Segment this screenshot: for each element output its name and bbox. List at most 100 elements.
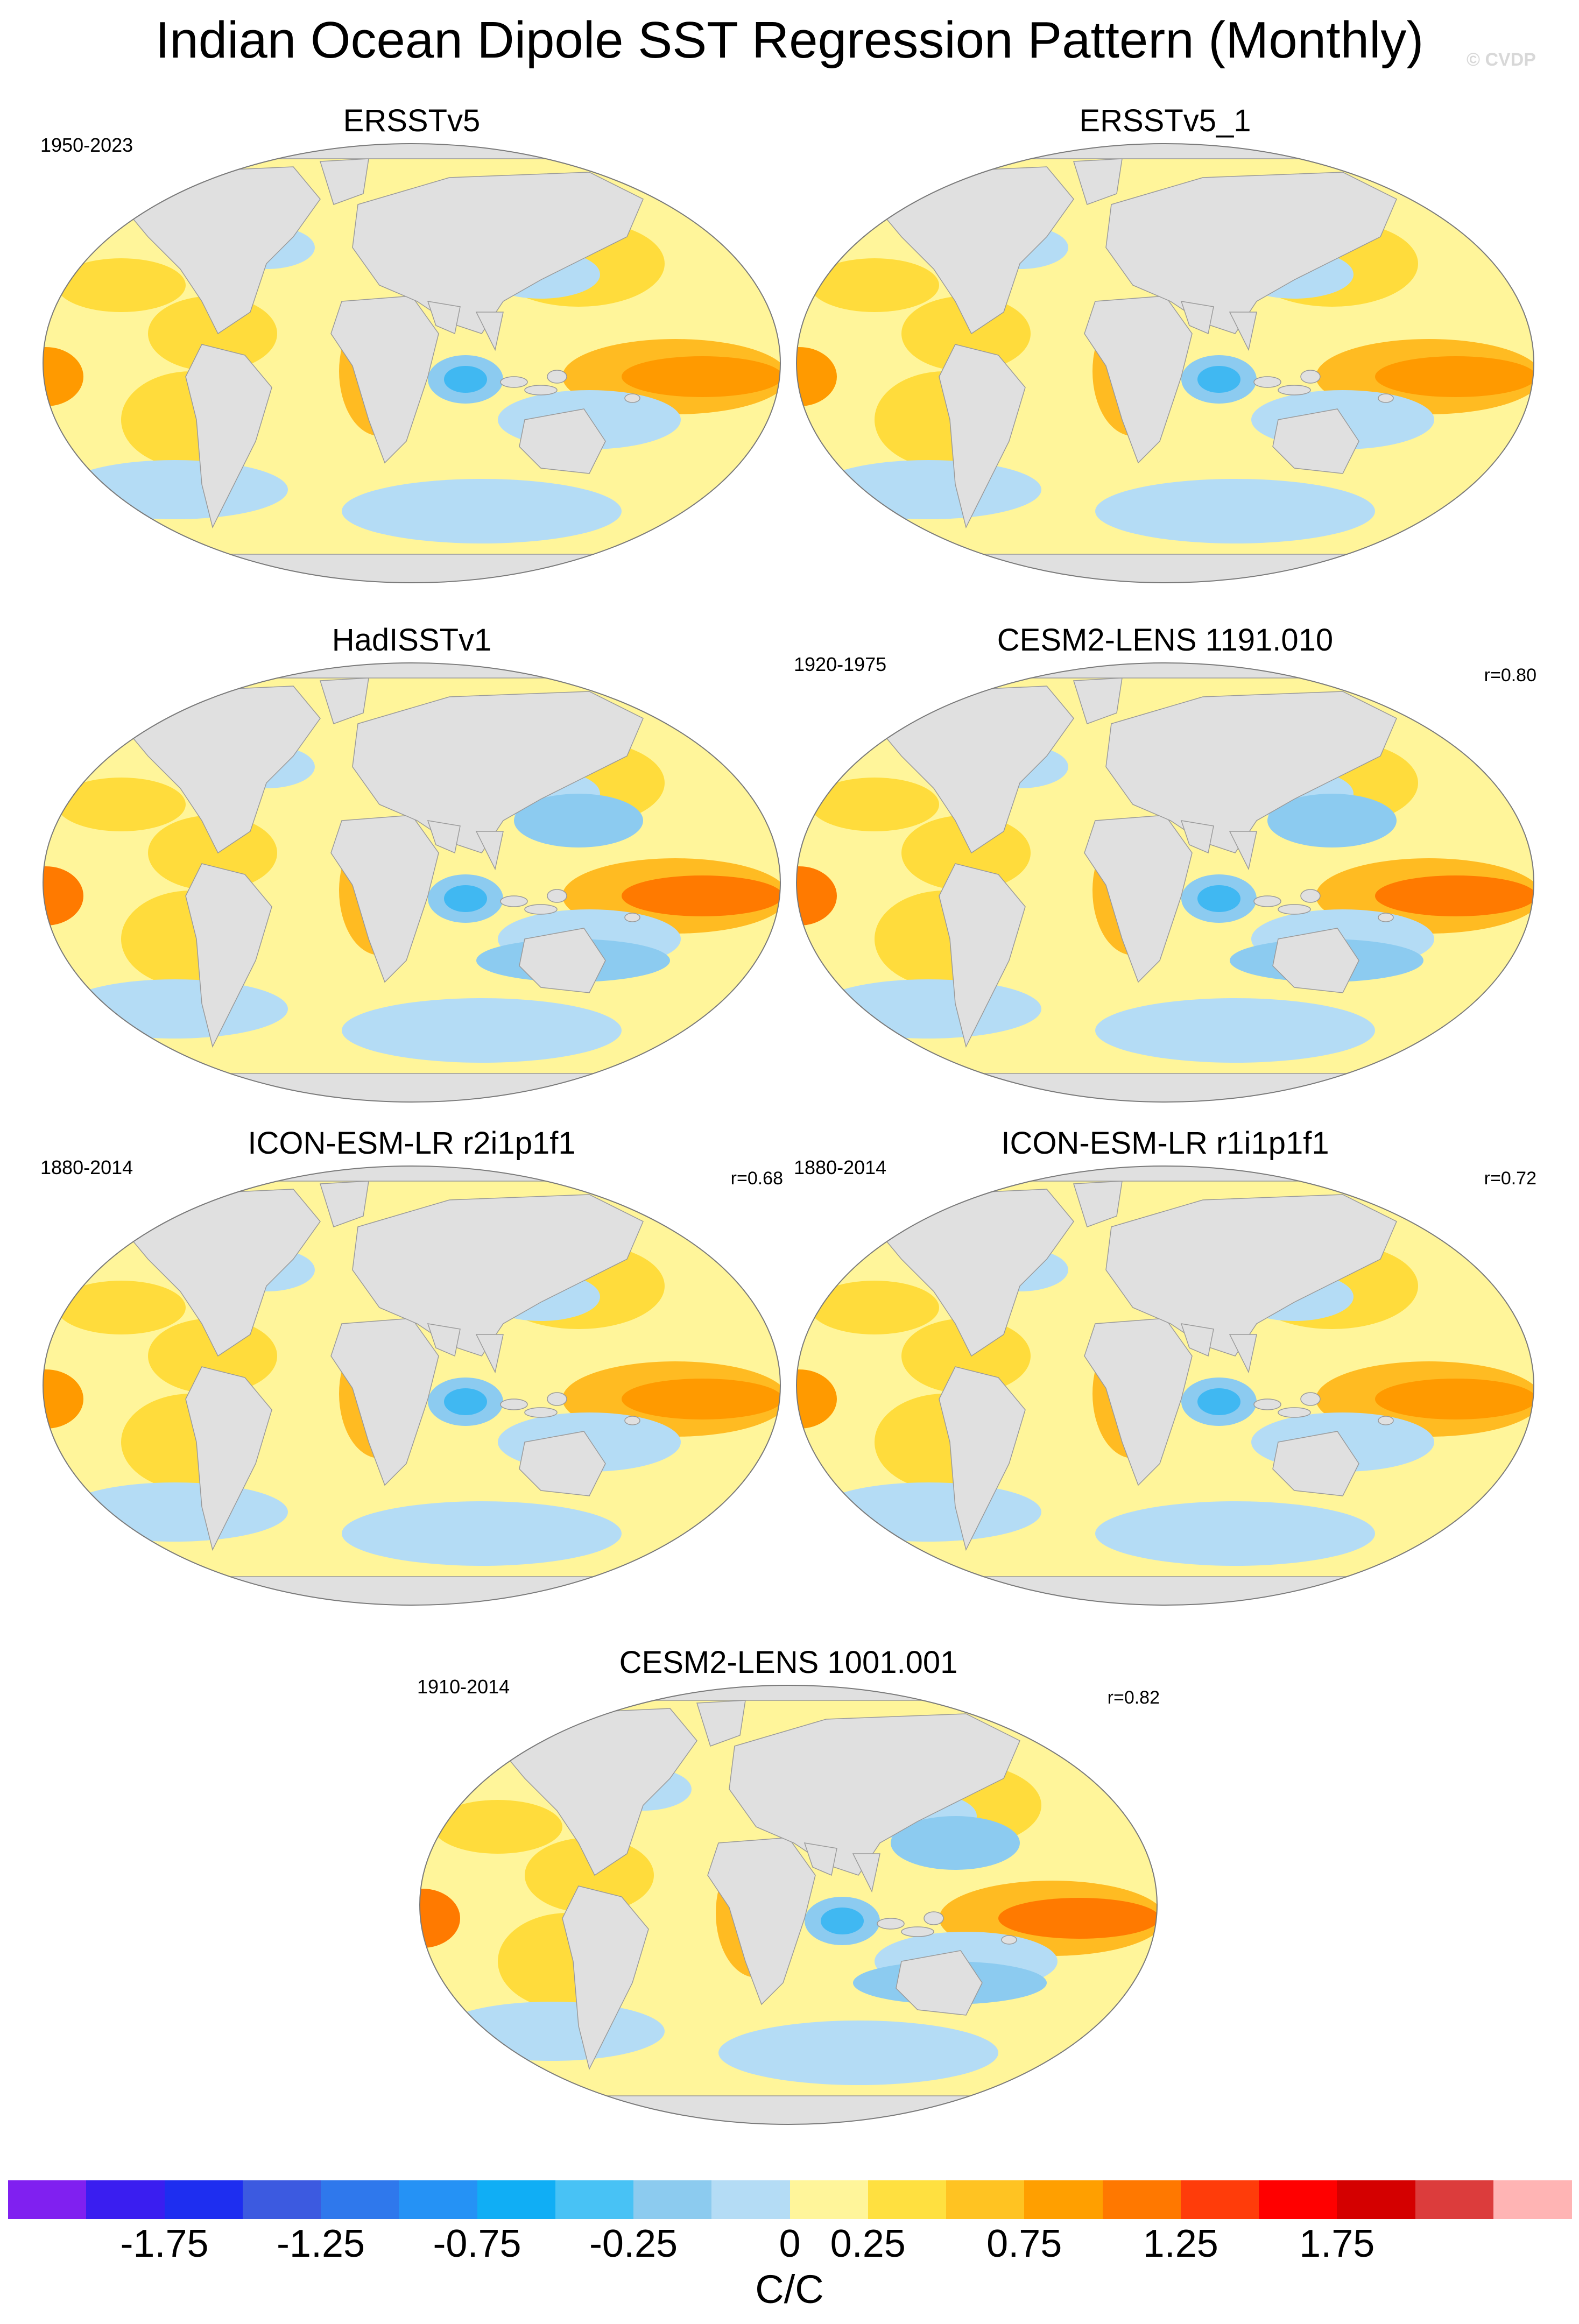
sst-regression-map	[43, 143, 781, 583]
sst-regression-map	[796, 1165, 1534, 1606]
land-mass	[352, 172, 644, 334]
map-border	[796, 1165, 1534, 1606]
map-field	[43, 663, 780, 1102]
map-border	[796, 662, 1534, 1103]
land-mass	[319, 1181, 369, 1227]
colorbar-swatch	[1415, 2180, 1494, 2219]
sst-regression-map	[43, 1165, 781, 1606]
land-mass	[352, 691, 644, 853]
land-mass	[120, 686, 321, 854]
land-mass	[352, 1194, 644, 1357]
land-mass	[873, 166, 1074, 335]
land-mass	[796, 1576, 1534, 1605]
land-mass	[185, 344, 272, 529]
colorbar-tick-label: 0.25	[830, 2222, 906, 2265]
panel-correlation: r=0.72	[1484, 1168, 1536, 1189]
colorbar-tick-label: -0.25	[589, 2222, 678, 2265]
land-mass	[1084, 815, 1193, 983]
land-mass	[796, 663, 1534, 679]
sst-regression-map	[419, 1685, 1158, 2125]
land-mass	[1229, 831, 1257, 871]
land-mass	[707, 1837, 816, 2005]
land-mass	[796, 1073, 1534, 1102]
land-mass	[319, 158, 369, 205]
colorbar-swatch	[399, 2180, 477, 2219]
panel-years: 1910-2014	[417, 1676, 510, 1698]
land-mass	[1180, 1323, 1214, 1357]
panel-title: CESM2-LENS 1001.001	[619, 1645, 958, 1680]
cvdp-watermark: © CVDP	[1467, 50, 1536, 70]
land-mass	[319, 677, 369, 724]
land-mass	[1229, 312, 1257, 351]
land-mass	[729, 1713, 1020, 1876]
map-panel-hadisstv1: HadISSTv1	[40, 621, 783, 1106]
land-mass	[1084, 1318, 1193, 1486]
colorbar-swatch	[633, 2180, 712, 2219]
map-field	[796, 663, 1534, 1102]
map-field	[420, 1685, 1157, 2124]
land-mass	[803, 1842, 837, 1876]
land-mass	[420, 2095, 1157, 2124]
colorbar-swatch	[1493, 2180, 1572, 2219]
colorbar-tick-label: 1.75	[1299, 2222, 1375, 2265]
colorbar-tick-label: 0	[779, 2222, 801, 2265]
land-mass	[796, 144, 1534, 159]
land-mass	[1180, 301, 1214, 335]
land-mass	[43, 663, 780, 679]
land-mass	[120, 1189, 321, 1357]
land-mass	[1272, 928, 1359, 993]
land-mass	[1105, 691, 1397, 853]
panel-years: 1880-2014	[40, 1156, 133, 1178]
land-mass	[519, 408, 606, 474]
land-mass	[939, 344, 1026, 529]
land-mass	[1073, 677, 1123, 724]
colorbar-swatch	[1102, 2180, 1181, 2219]
land-mass	[519, 1431, 606, 1496]
colorbar-swatch	[86, 2180, 165, 2219]
map-panel-icon-esm-lr-r2i1p1f1: ICON-ESM-LR r2i1p1f1 1880-2014 r=0.68	[40, 1125, 783, 1609]
land-mass	[427, 820, 461, 854]
colorbar-tick-label: 1.25	[1143, 2222, 1218, 2265]
land-mass	[873, 686, 1074, 854]
map-panel-cesm2-lens-1191-010: CESM2-LENS 1191.010 1920-1975 r=0.80	[794, 621, 1536, 1106]
panel-years: 1920-1975	[794, 653, 887, 675]
map-field	[43, 144, 780, 583]
land-mass	[873, 1189, 1074, 1357]
land-mass	[796, 554, 1534, 583]
map-field	[43, 1166, 780, 1605]
colorbar-units: C/C	[755, 2267, 824, 2312]
land-mass	[1084, 295, 1193, 464]
panel-title: ERSSTv5_1	[1079, 103, 1251, 138]
colorbar-swatch	[321, 2180, 399, 2219]
land-mass	[120, 166, 321, 335]
panel-title: HadISSTv1	[332, 623, 492, 658]
land-mass	[497, 1708, 697, 1876]
colorbar-swatch	[1024, 2180, 1103, 2219]
land-mass	[43, 144, 780, 159]
map-field	[796, 1166, 1534, 1605]
colorbar-swatch	[1180, 2180, 1259, 2219]
sst-regression-map	[43, 662, 781, 1103]
land-mass	[1105, 1194, 1397, 1357]
land-mass	[1073, 158, 1123, 205]
colorbar-swatch	[164, 2180, 243, 2219]
land-mass	[43, 1166, 780, 1182]
colorbar-tick-label: 0.75	[986, 2222, 1062, 2265]
colorbar-swatch	[242, 2180, 321, 2219]
land-mass	[562, 1885, 649, 2071]
land-mass	[475, 1334, 504, 1374]
figure-title: Indian Ocean Dipole SST Regression Patte…	[155, 11, 1424, 69]
land-mass	[1073, 1181, 1123, 1227]
sst-regression-map	[796, 143, 1534, 583]
colorbar-tick-label: -1.25	[276, 2222, 365, 2265]
colorbar-swatch	[1259, 2180, 1337, 2219]
land-mass	[330, 1318, 439, 1486]
map-border	[419, 1685, 1158, 2125]
colorbar-swatch	[8, 2180, 87, 2219]
map-border	[796, 143, 1534, 583]
land-mass	[43, 1073, 780, 1102]
panel-years: 1950-2023	[40, 134, 133, 156]
land-mass	[896, 1950, 983, 2016]
land-mass	[852, 1853, 880, 1893]
colorbar-swatch	[1337, 2180, 1415, 2219]
